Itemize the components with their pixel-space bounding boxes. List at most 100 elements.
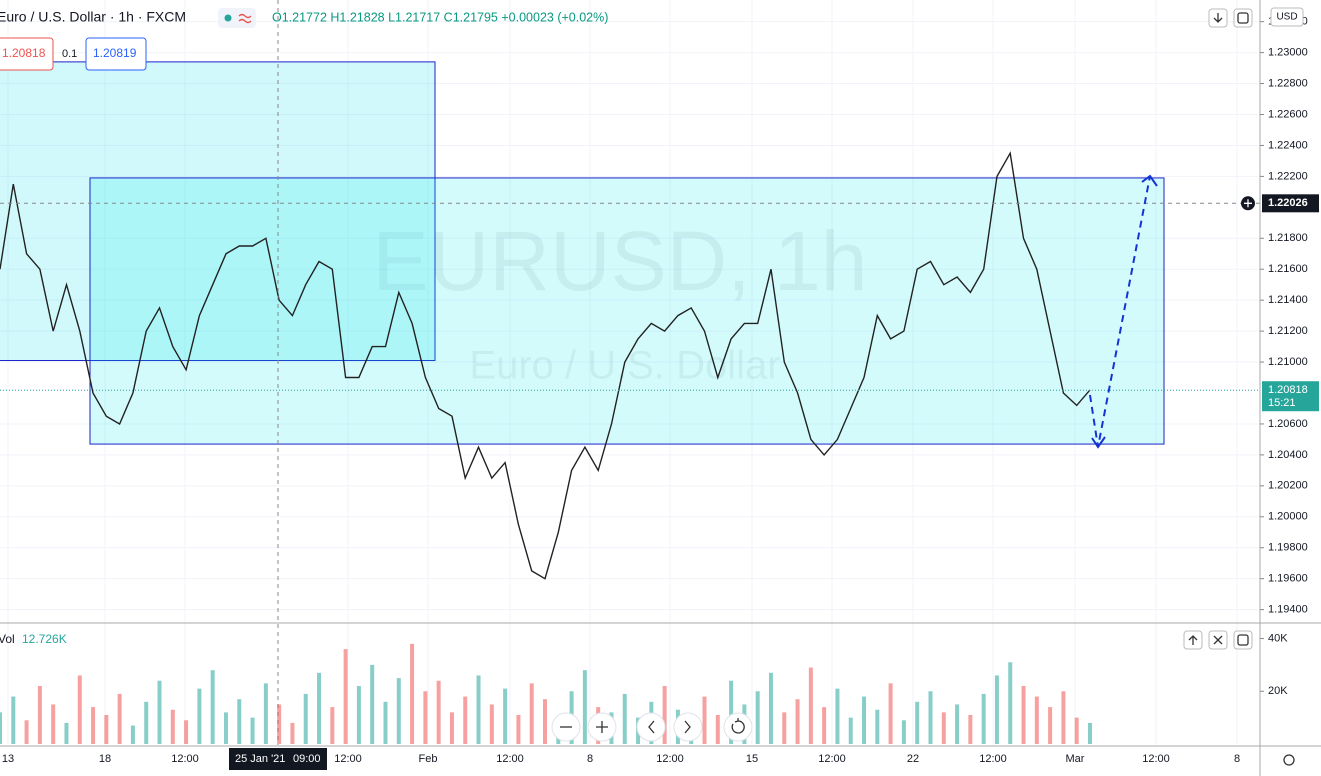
volume-bar [503,688,508,744]
arrow-head [1091,436,1106,449]
volume-bar [715,715,720,744]
volume-bar [210,670,215,744]
volume-bar [808,667,813,744]
arrow-head [1141,174,1158,187]
scroll-right-button[interactable] [673,712,703,742]
time-label: 12:00 [171,753,199,765]
time-label: 8 [1234,753,1240,765]
volume-bar [755,691,760,744]
time-label: 12:00 [656,753,684,765]
volume-bar [263,683,268,744]
time-label: 12:00 [1142,753,1170,765]
crosshair-price-label: 1.22026 [1268,197,1308,209]
maximize-pane-button[interactable] [1233,630,1253,650]
volume-bar [955,704,960,744]
time-label: Mar [1066,753,1085,765]
volume-bar [277,704,282,744]
volume-bar [875,709,880,744]
volume-bar [197,688,202,744]
volume-bar [862,696,867,744]
bar-countdown: 15:21 [1268,397,1296,409]
volume-bar [795,699,800,744]
volume-bar [994,675,999,744]
time-axis: 13 18 12:00 12:00 Feb 12:00 8 12:00 15 12:00 22 12:… [2,748,1240,770]
time-label: Feb [419,753,438,765]
volume-bar [184,720,189,744]
volume-bar [888,683,893,744]
volume-bar [516,715,521,744]
volume-bar [928,691,933,744]
volume-bar [410,643,415,744]
buy-button[interactable] [85,37,147,71]
volume-bar [343,649,348,744]
last-price-box [1262,381,1319,412]
volume-bar [77,675,82,744]
price-tick-label: 1.22400 [1268,139,1308,151]
volume-bar [848,717,853,744]
navigation-bar [551,712,753,742]
volume-bar [662,686,667,744]
volume-bar [1034,696,1039,744]
symbol-title: Euro / U.S. Dollar · 1h · FXCM [0,9,186,25]
price-tick-label: 1.20000 [1268,511,1308,523]
status-badge[interactable] [218,8,256,28]
time-label: 12:00 [979,753,1007,765]
price-tick-label: 1.20400 [1268,449,1308,461]
volume-title: Vol [0,632,15,646]
volume-bar [330,707,335,744]
sell-price: 1.20818 [2,46,46,60]
crosshair-add-plus [1244,199,1252,208]
zones [0,61,1165,445]
volume-bar [37,686,42,744]
price-tick-label: 1.21400 [1268,294,1308,306]
volume-bar [317,672,322,744]
last-price-label: 1.20818 [1268,384,1308,396]
close-icon [1213,635,1223,645]
volume-bar [303,693,308,744]
maximize-icon [1237,12,1249,24]
price-tick-label: 1.22600 [1268,108,1308,120]
settings-button[interactable] [1283,754,1295,766]
zoom-in-icon [596,721,608,733]
time-label: 18 [99,753,111,765]
volume-bar [130,725,135,744]
crosshair-time: 09:00 [293,753,321,765]
watermark-symbol: EURUSD, 1h [373,214,868,308]
price-tick-label: 1.21200 [1268,325,1308,337]
volume-bar [396,678,401,744]
scroll-left-icon [648,720,655,734]
volume-bar [543,699,547,744]
sell-button[interactable] [0,37,54,71]
volume-bar [529,683,534,744]
volume-bar [24,720,29,744]
volume-bar [64,722,69,744]
price-tick-label: 1.23000 [1268,47,1308,59]
volume-bar [1021,686,1026,744]
time-label: 15 [746,753,758,765]
time-label: 12:00 [818,753,846,765]
volume-bar [370,664,375,744]
price-tick-label: 1.19600 [1268,573,1308,585]
grid [0,0,1260,745]
buy-price: 1.20819 [93,46,137,60]
volume-bar [968,715,973,744]
volume-bar [170,709,175,744]
scroll-left-button[interactable] [636,712,666,742]
market-open-dot [224,14,232,22]
reset-button[interactable] [723,712,753,742]
maximize-button[interactable] [1233,8,1253,28]
price-tick-label: 1.22200 [1268,170,1308,182]
scroll-right-icon [684,720,691,734]
volume-bar [1061,691,1066,744]
volume-bar [1074,717,1079,744]
volume-bar [223,712,228,744]
time-label: 12:00 [496,753,524,765]
volume-bar [436,680,441,744]
volume-bar [91,707,96,744]
currency-button[interactable] [1270,7,1304,27]
volume-bar [782,712,787,744]
volume-bar [250,717,255,744]
volume-bar [1088,722,1092,744]
volume-bar [489,704,494,744]
volume-bar [981,693,986,744]
